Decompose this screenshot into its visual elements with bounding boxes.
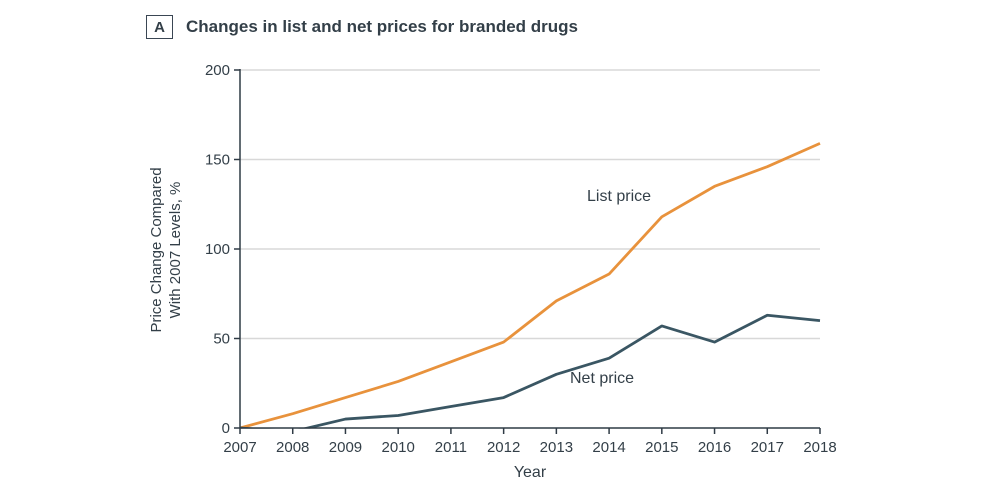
x-tick-label-2007: 2007 xyxy=(223,439,256,456)
panel-letter-badge: A xyxy=(146,15,173,39)
y-tick-label-150: 150 xyxy=(205,152,230,169)
x-tick-label-2017: 2017 xyxy=(751,439,784,456)
x-tick-label-2015: 2015 xyxy=(645,439,678,456)
list-price-series-label: List price xyxy=(587,188,652,205)
y-tick-label-200: 200 xyxy=(205,62,230,79)
x-tick-label-2018: 2018 xyxy=(803,439,836,456)
net-price-series-label: Net price xyxy=(570,370,635,387)
x-tick-label-2014: 2014 xyxy=(592,439,625,456)
x-tick-label-2013: 2013 xyxy=(540,439,573,456)
series-line-net-price xyxy=(239,313,821,429)
x-axis-title: Year xyxy=(513,464,547,481)
panel-header: A Changes in list and net prices for bra… xyxy=(146,15,578,39)
x-tick-label-2008: 2008 xyxy=(276,439,309,456)
x-tick-label-2009: 2009 xyxy=(329,439,362,456)
series-line-list-price xyxy=(239,142,821,429)
x-tick-label-2012: 2012 xyxy=(487,439,520,456)
y-tick-label-50: 50 xyxy=(213,331,230,348)
x-tick-label-2011: 2011 xyxy=(435,439,467,456)
panel-title: Changes in list and net prices for brand… xyxy=(186,17,579,36)
y-tick-label-100: 100 xyxy=(205,241,230,258)
y-tick-label-0: 0 xyxy=(222,420,230,437)
x-tick-label-2010: 2010 xyxy=(381,439,414,456)
x-tick-label-2016: 2016 xyxy=(698,439,731,456)
